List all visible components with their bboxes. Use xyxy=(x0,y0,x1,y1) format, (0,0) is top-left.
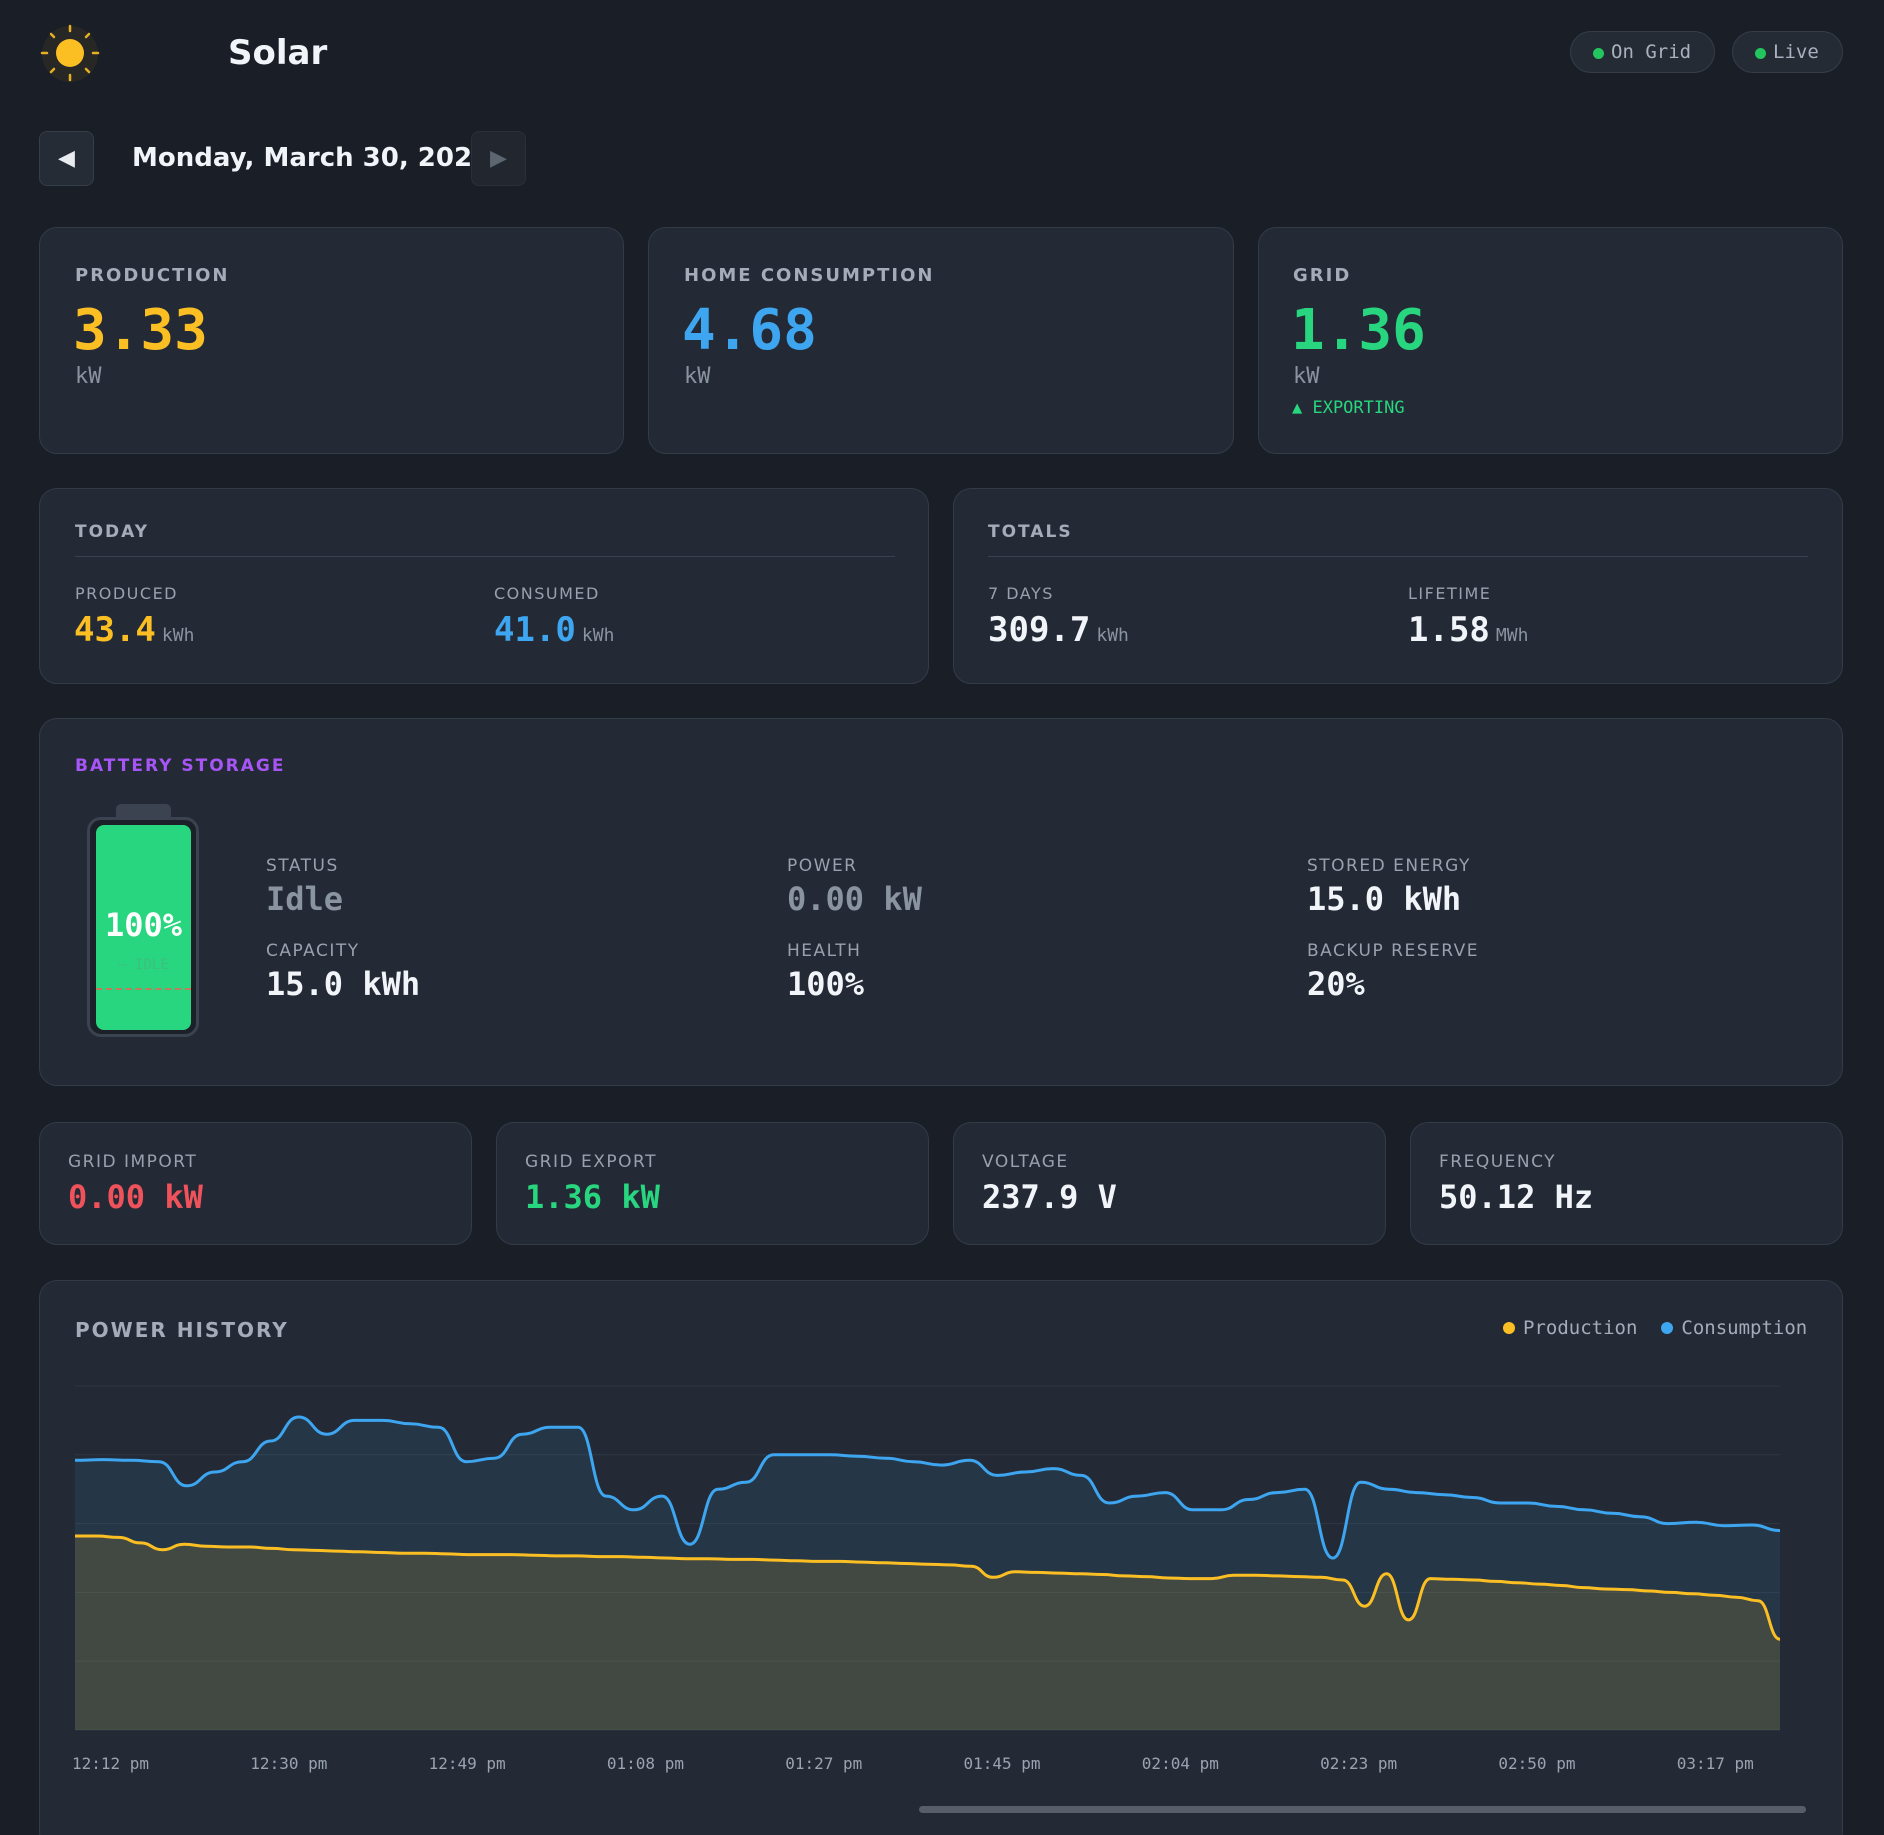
production-label: PRODUCTION xyxy=(75,265,230,286)
app-header: Solar On Grid Live xyxy=(0,0,1884,104)
totals-label: TOTALS xyxy=(988,522,1073,542)
consumed-label: CONSUMED xyxy=(494,584,600,603)
previous-day-button[interactable]: ◀ xyxy=(39,131,94,186)
arrow-right-icon: ▶ xyxy=(490,146,507,171)
capacity-value: 15.0 kWh xyxy=(266,965,421,1003)
grid-import-label: GRID IMPORT xyxy=(68,1152,198,1172)
grid-label: GRID xyxy=(1293,265,1352,286)
x-tick-label: 12:30 pm xyxy=(250,1754,328,1773)
produced-value: 43.4 kWh xyxy=(74,610,194,650)
status-dot-icon xyxy=(1593,48,1604,59)
divider xyxy=(75,556,895,557)
chart-legend: Production Consumption xyxy=(1503,1317,1807,1339)
grid-export-value: 1.36 kW xyxy=(525,1178,660,1216)
stored-energy-label: STORED ENERGY xyxy=(1307,856,1471,876)
battery-terminal xyxy=(116,804,171,819)
production-value: 3.33 xyxy=(73,298,208,363)
seven-days-number: 309.7 xyxy=(988,610,1091,650)
battery-status-label: STATUS xyxy=(266,856,339,876)
grid-exporting-status: ▲ EXPORTING xyxy=(1292,398,1405,418)
voltage-label: VOLTAGE xyxy=(982,1152,1069,1172)
battery-fill-level xyxy=(96,825,191,1030)
battery-reserve-line xyxy=(96,988,191,990)
consumption-card xyxy=(648,227,1234,454)
x-tick-label: 03:17 pm xyxy=(1676,1754,1754,1773)
stored-energy-value: 15.0 kWh xyxy=(1307,880,1462,918)
produced-label: PRODUCED xyxy=(75,584,178,603)
voltage-value: 237.9 V xyxy=(982,1178,1117,1216)
consumption-legend-dot xyxy=(1661,1322,1674,1334)
seven-days-label: 7 DAYS xyxy=(988,584,1054,603)
x-tick-label: 01:08 pm xyxy=(606,1754,684,1773)
seven-days-value: 309.7 kWh xyxy=(988,610,1129,650)
consumed-value: 41.0 kWh xyxy=(494,610,614,650)
battery-card xyxy=(39,718,1843,1086)
battery-status-value: Idle xyxy=(266,880,344,918)
produced-number: 43.4 xyxy=(74,610,156,650)
x-tick-label: 02:23 pm xyxy=(1320,1754,1398,1773)
produced-unit: kWh xyxy=(161,625,195,646)
battery-power-value: 0.00 kW xyxy=(787,880,922,918)
consumed-unit: kWh xyxy=(581,625,615,646)
consumption-label: HOME CONSUMPTION xyxy=(684,265,935,286)
frequency-label: FREQUENCY xyxy=(1439,1152,1557,1172)
x-tick-label: 12:49 pm xyxy=(428,1754,506,1773)
production-unit: kW xyxy=(75,364,102,389)
x-tick-label: 02:50 pm xyxy=(1498,1754,1576,1773)
health-label: HEALTH xyxy=(787,941,862,961)
consumed-number: 41.0 xyxy=(494,610,576,650)
live-status-text: Live xyxy=(1773,41,1819,63)
grid-import-card xyxy=(39,1122,472,1245)
status-dot-icon xyxy=(1755,48,1766,59)
live-status-badge: Live xyxy=(1732,31,1843,73)
lifetime-number: 1.58 xyxy=(1408,610,1490,650)
arrow-left-icon: ◀ xyxy=(58,146,75,171)
backup-reserve-value: 20% xyxy=(1307,965,1365,1003)
chart-scrollbar[interactable] xyxy=(919,1806,1806,1813)
battery-percent: 100% xyxy=(104,906,183,944)
legend-production: Production xyxy=(1523,1317,1638,1339)
seven-days-unit: kWh xyxy=(1096,625,1129,646)
sun-icon xyxy=(40,24,100,82)
x-tick-label: 02:04 pm xyxy=(1141,1754,1219,1773)
frequency-value: 50.12 Hz xyxy=(1439,1178,1594,1216)
x-tick-label: 01:45 pm xyxy=(963,1754,1041,1773)
voltage-card xyxy=(953,1122,1386,1245)
legend-consumption: Consumption xyxy=(1681,1317,1808,1339)
frequency-card xyxy=(1410,1122,1843,1245)
next-day-button[interactable]: ▶ xyxy=(471,131,526,186)
battery-power-label: POWER xyxy=(787,856,858,876)
today-label: TODAY xyxy=(75,522,149,542)
consumption-value: 4.68 xyxy=(682,298,817,363)
capacity-label: CAPACITY xyxy=(266,941,360,961)
grid-status-text: On Grid xyxy=(1611,41,1692,63)
grid-status-badge: On Grid xyxy=(1570,31,1715,73)
power-history-card xyxy=(39,1280,1843,1835)
lifetime-value: 1.58 MWh xyxy=(1408,610,1528,650)
chart-title: POWER HISTORY xyxy=(75,1318,289,1342)
grid-card xyxy=(1258,227,1843,454)
app-title: Solar xyxy=(228,33,328,73)
backup-reserve-label: BACKUP RESERVE xyxy=(1307,941,1479,961)
grid-export-label: GRID EXPORT xyxy=(525,1152,657,1172)
totals-card xyxy=(953,488,1843,684)
battery-label: BATTERY STORAGE xyxy=(75,756,286,776)
consumption-unit: kW xyxy=(684,364,711,389)
grid-unit: kW xyxy=(1293,364,1320,389)
lifetime-unit: MWh xyxy=(1495,625,1529,646)
battery-state: — IDLE xyxy=(118,957,169,973)
current-date: Monday, March 30, 2026 xyxy=(132,143,491,173)
health-value: 100% xyxy=(787,965,865,1003)
x-tick-label: 01:27 pm xyxy=(785,1754,863,1773)
lifetime-label: LIFETIME xyxy=(1408,584,1492,603)
grid-export-card xyxy=(496,1122,929,1245)
x-tick-label: 12:12 pm xyxy=(72,1754,150,1773)
production-legend-dot xyxy=(1503,1322,1515,1334)
divider xyxy=(988,556,1808,557)
production-card xyxy=(39,227,624,454)
today-card xyxy=(39,488,929,684)
grid-value: 1.36 xyxy=(1291,298,1426,363)
grid-import-value: 0.00 kW xyxy=(68,1178,203,1216)
